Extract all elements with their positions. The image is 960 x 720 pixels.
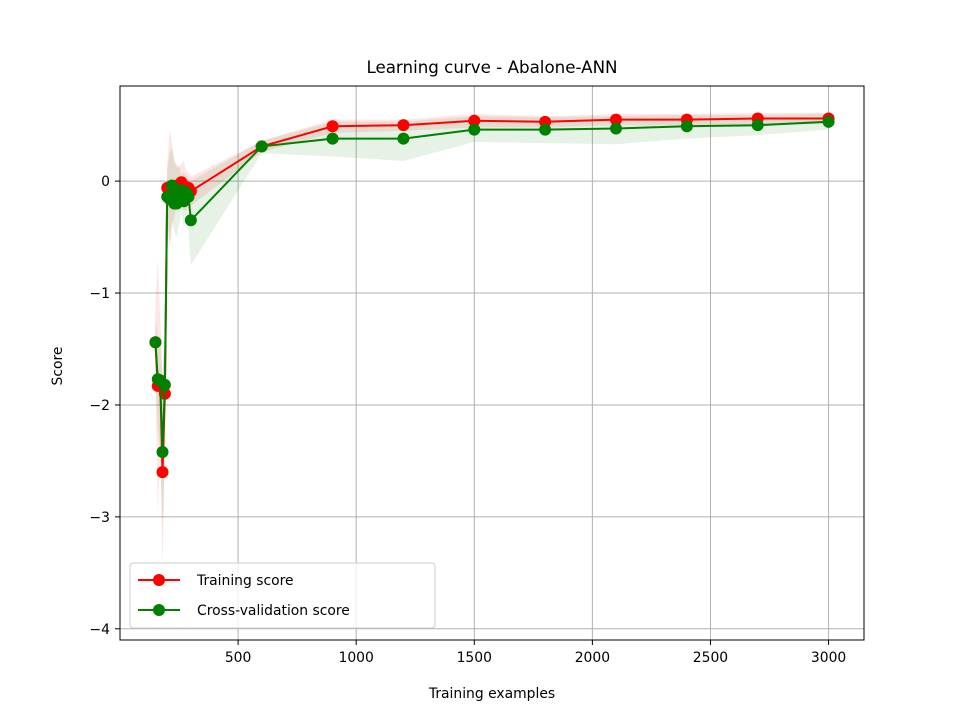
- y-tick-label: −4: [90, 622, 111, 638]
- legend-box: [129, 562, 436, 629]
- series-1-point: [822, 115, 835, 128]
- legend-marker-1: [153, 604, 165, 616]
- series-1-point: [165, 179, 178, 192]
- x-tick-label: 1500: [457, 650, 492, 666]
- series-0-point: [397, 119, 410, 132]
- y-tick-label: −1: [90, 286, 110, 302]
- series-1-point: [397, 132, 410, 145]
- series-1-point: [182, 190, 195, 203]
- x-tick-label: 3000: [811, 650, 846, 666]
- chart-title: Learning curve - Abalone-ANN: [366, 57, 617, 77]
- series-1-point: [149, 336, 162, 349]
- series-1-point: [468, 123, 481, 136]
- series-1-point: [255, 140, 268, 153]
- series-1-point: [610, 122, 622, 135]
- y-tick-label: −2: [90, 398, 110, 414]
- series-1-point: [751, 119, 764, 132]
- plot-content: [149, 112, 835, 568]
- x-tick-label: 2000: [575, 650, 610, 666]
- series-1-point: [156, 445, 169, 458]
- plot-area: 500 1000 1500 2000 2500 3000 −4 −3 −2 −1 0: [90, 85, 865, 666]
- legend-marker-0: [153, 574, 165, 586]
- series-1-point: [680, 120, 693, 133]
- series-0-point: [610, 113, 622, 126]
- series-1-point: [326, 132, 339, 145]
- series-0-point: [326, 120, 339, 133]
- series-0-point: [468, 114, 481, 127]
- x-tick-label: 1000: [339, 650, 374, 666]
- series-1-point: [184, 214, 197, 227]
- y-axis-label: Score: [50, 347, 66, 386]
- legend-label-1: Cross-validation score: [197, 603, 350, 619]
- x-tick-label: 2500: [693, 650, 728, 666]
- x-tick-label: 500: [225, 650, 252, 666]
- series-1-point: [158, 378, 171, 391]
- series-0-point: [156, 466, 169, 479]
- legend-label-0: Training score: [196, 573, 294, 589]
- axes-frame: [119, 85, 865, 641]
- y-tick-label: −3: [90, 510, 110, 526]
- y-tick-label: 0: [101, 174, 110, 190]
- x-axis-label: Training examples: [428, 686, 555, 702]
- series-1-point: [539, 123, 552, 136]
- legend: Training score Cross-validation score: [129, 562, 436, 629]
